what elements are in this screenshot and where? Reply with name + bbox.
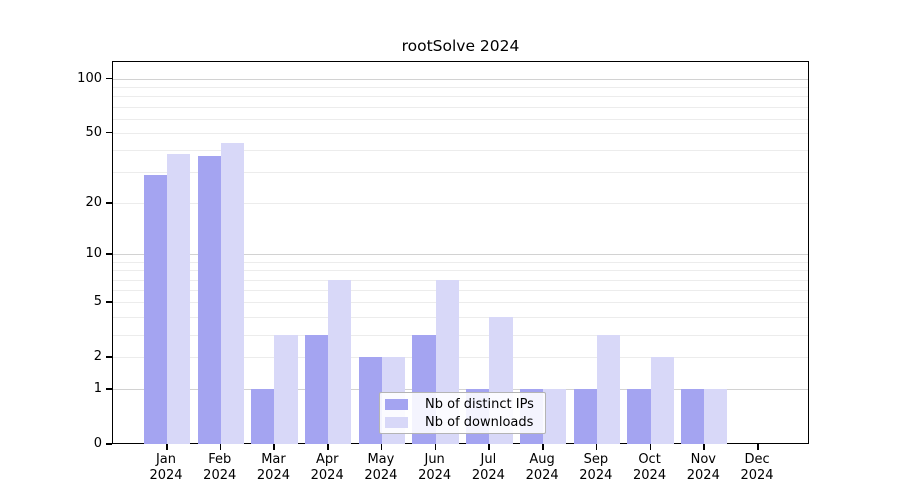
bar-nb-of-downloads-nov <box>704 389 728 445</box>
legend-item-distinct-ips: Nb of distinct IPs <box>385 397 545 412</box>
bar-nb-of-downloads-sep <box>596 334 621 445</box>
x-axis-label-apr: Apr 2024 <box>310 452 344 483</box>
legend-swatch-downloads <box>385 416 408 428</box>
x-axis-label-aug: Aug 2024 <box>525 452 559 483</box>
y-axis-tick <box>106 202 112 204</box>
y-axis-tick-label: 2 <box>93 349 102 365</box>
gridline-minor <box>113 118 808 120</box>
bar-nb-of-distinct-ips-mar <box>251 389 275 445</box>
gridline-minor <box>113 87 808 89</box>
bar-nb-of-distinct-ips-jan <box>143 174 167 445</box>
x-axis-label-sep: Sep 2024 <box>579 452 613 483</box>
x-axis-tick <box>380 444 383 450</box>
y-axis-tick <box>106 253 112 255</box>
gridline-minor <box>113 203 808 205</box>
legend-label-distinct-ips: Nb of distinct IPs <box>425 396 534 412</box>
x-axis-tick <box>219 444 222 450</box>
gridline-minor <box>113 302 808 304</box>
gridline-minor <box>113 150 808 152</box>
x-axis-tick <box>649 444 652 450</box>
gridline-major <box>113 389 808 391</box>
y-axis-tick-label: 10 <box>85 246 102 262</box>
y-axis-tick-label: 0 <box>93 436 102 452</box>
y-axis-tick <box>106 77 112 80</box>
bar-nb-of-distinct-ips-apr <box>304 334 329 445</box>
gridline-minor <box>113 316 808 318</box>
legend-item-downloads: Nb of downloads <box>385 415 545 430</box>
y-axis-tick <box>106 301 112 303</box>
gridline-minor <box>113 106 808 108</box>
x-axis-label-dec: Dec 2024 <box>740 452 774 483</box>
bar-nb-of-downloads-apr <box>328 279 352 445</box>
bar-nb-of-downloads-aug <box>543 389 567 445</box>
y-axis-tick-label: 20 <box>85 195 102 211</box>
bar-nb-of-downloads-mar <box>274 334 298 445</box>
gridline-minor <box>113 334 808 336</box>
gridline-minor <box>113 96 808 98</box>
y-axis-tick-label: 50 <box>85 124 102 140</box>
bar-nb-of-downloads-jan <box>167 154 191 445</box>
gridline-minor <box>113 261 808 263</box>
x-axis-tick <box>273 444 275 450</box>
y-axis-tick-label: 100 <box>77 70 102 86</box>
gridline-minor <box>113 290 808 292</box>
x-axis-tick <box>327 444 329 450</box>
gridline-major <box>113 254 808 256</box>
gridline-minor <box>113 279 808 281</box>
bar-nb-of-distinct-ips-oct <box>627 389 651 445</box>
x-axis-label-oct: Oct 2024 <box>633 452 667 483</box>
bar-nb-of-distinct-ips-may <box>358 357 382 445</box>
gridline-minor <box>113 270 808 272</box>
gridline-minor <box>113 132 808 134</box>
gridline-major <box>113 78 808 80</box>
plot-area <box>112 61 809 445</box>
bar-nb-of-downloads-oct <box>650 357 674 445</box>
x-axis-tick <box>434 444 437 450</box>
x-axis-label-mar: Mar 2024 <box>256 452 290 483</box>
legend: Nb of distinct IPs Nb of downloads <box>379 392 546 434</box>
y-axis-tick-label: 1 <box>93 381 102 397</box>
legend-swatch-distinct-ips <box>385 398 408 410</box>
x-axis-tick <box>542 444 544 450</box>
x-axis-label-jul: Jul 2024 <box>471 452 505 483</box>
x-axis-tick <box>595 444 598 450</box>
bar-nb-of-distinct-ips-nov <box>681 389 705 445</box>
x-axis-tick <box>488 444 490 450</box>
gridline-minor <box>113 172 808 174</box>
y-axis-tick-label: 5 <box>93 294 102 310</box>
x-axis-label-jun: Jun 2024 <box>418 452 452 483</box>
gridline-minor <box>113 357 808 359</box>
bar-nb-of-distinct-ips-sep <box>573 389 597 445</box>
x-axis-tick <box>757 444 759 450</box>
x-axis-label-feb: Feb 2024 <box>203 452 237 483</box>
x-axis-label-jan: Jan 2024 <box>149 452 183 483</box>
legend-label-downloads: Nb of downloads <box>425 414 534 430</box>
y-axis-tick <box>106 388 112 390</box>
x-axis-tick <box>166 444 168 450</box>
bar-nb-of-distinct-ips-feb <box>197 156 221 445</box>
chart-title: rootSolve 2024 <box>401 37 520 55</box>
y-axis-tick <box>106 356 112 358</box>
y-axis-tick <box>106 443 112 445</box>
y-axis-tick <box>106 131 112 134</box>
x-axis-tick <box>703 444 705 450</box>
x-axis-label-nov: Nov 2024 <box>686 452 720 483</box>
x-axis-label-may: May 2024 <box>364 452 398 483</box>
bar-nb-of-downloads-feb <box>220 142 244 445</box>
